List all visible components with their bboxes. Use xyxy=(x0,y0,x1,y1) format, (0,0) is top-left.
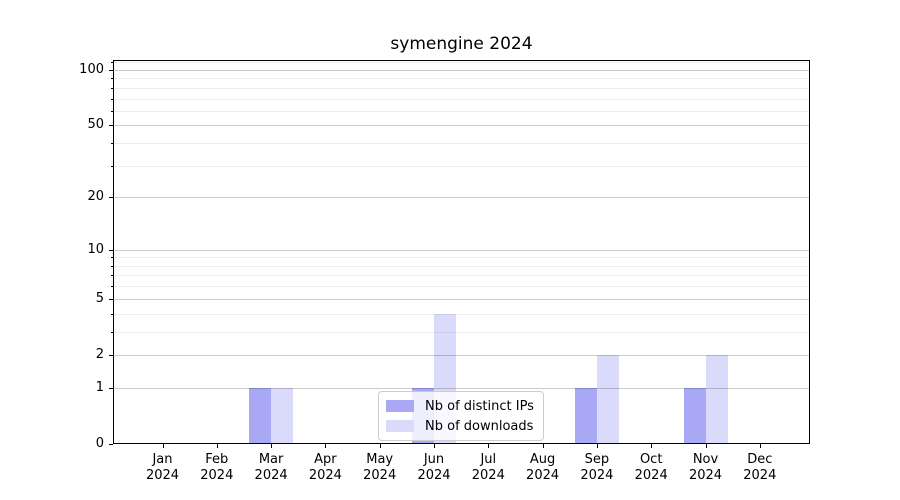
gridline-minor-80 xyxy=(113,87,810,89)
gridline-minor-4 xyxy=(113,313,810,315)
gridline-minor-6 xyxy=(113,286,810,288)
bar-distinct-ips-nov xyxy=(683,387,706,444)
x-axis-label-aug: Aug 2024 xyxy=(526,452,560,483)
x-axis-label-sep: Sep 2024 xyxy=(580,452,614,483)
x-axis-tick-feb xyxy=(216,444,218,448)
y-axis-label-5: 5 xyxy=(95,290,104,306)
gridline-minor-70 xyxy=(113,98,810,100)
x-axis-tick-jun xyxy=(434,444,435,448)
y-axis-minortick-40 xyxy=(111,143,113,145)
x-axis-label-jan: Jan 2024 xyxy=(145,452,180,483)
x-axis-tick-mar xyxy=(271,444,273,448)
bar-distinct-ips-sep xyxy=(574,387,597,444)
x-axis-label-oct: Oct 2024 xyxy=(634,452,668,483)
y-axis-minortick-9 xyxy=(111,257,113,259)
y-axis-minortick-110 xyxy=(111,62,113,64)
y-axis-minortick-7 xyxy=(111,275,113,277)
y-axis-label-0: 0 xyxy=(95,436,104,451)
legend-item-distinct-ips: Nb of distinct IPs xyxy=(386,398,534,414)
bar-distinct-ips-mar xyxy=(249,387,272,444)
gridline-major-1 xyxy=(113,387,810,389)
x-axis-tick-jul xyxy=(488,444,490,448)
y-axis-minortick-30 xyxy=(111,165,113,167)
legend: Nb of distinct IPs Nb of downloads xyxy=(378,391,544,441)
y-axis-label-10: 10 xyxy=(87,241,104,257)
x-axis-tick-dec xyxy=(759,444,761,448)
gridline-major-5 xyxy=(113,298,810,300)
bar-downloads-nov xyxy=(705,354,728,444)
y-axis-tick-50 xyxy=(109,125,113,127)
gridline-minor-60 xyxy=(113,110,810,112)
x-axis-label-nov: Nov 2024 xyxy=(688,452,723,483)
y-axis-minortick-90 xyxy=(111,78,113,80)
gridline-minor-3 xyxy=(113,331,810,333)
y-axis-tick-0 xyxy=(109,444,113,445)
x-axis-label-dec: Dec 2024 xyxy=(743,452,777,483)
gridline-minor-9 xyxy=(113,257,810,259)
y-axis-minortick-60 xyxy=(111,110,113,112)
x-axis-label-jul: Jul 2024 xyxy=(471,452,505,483)
x-axis-label-feb: Feb 2024 xyxy=(200,452,234,483)
y-axis-label-50: 50 xyxy=(87,117,104,133)
x-axis-tick-sep xyxy=(596,444,598,448)
x-axis-tick-aug xyxy=(542,444,544,448)
gridline-minor-8 xyxy=(113,265,810,267)
y-axis-label-2: 2 xyxy=(95,346,104,362)
y-axis-minortick-6 xyxy=(111,286,113,288)
gridline-major-10 xyxy=(113,249,810,251)
x-axis-tick-may xyxy=(379,444,381,448)
y-axis-tick-20 xyxy=(109,197,113,199)
gridline-minor-110 xyxy=(113,62,810,64)
y-axis-tick-1 xyxy=(109,387,113,389)
gridline-major-2 xyxy=(113,354,810,356)
x-axis-label-apr: Apr 2024 xyxy=(308,452,342,483)
x-axis-tick-jan xyxy=(162,444,164,448)
gridline-major-100 xyxy=(113,69,810,71)
x-axis-label-mar: Mar 2024 xyxy=(254,452,288,483)
legend-label-distinct-ips: Nb of distinct IPs xyxy=(425,398,534,414)
x-axis-tick-apr xyxy=(325,444,327,448)
gridline-major-20 xyxy=(113,197,810,199)
y-axis-minortick-3 xyxy=(111,331,113,333)
plot-area: Nb of distinct IPs Nb of downloads xyxy=(113,60,810,444)
y-axis-tick-10 xyxy=(109,249,113,251)
y-axis-minortick-8 xyxy=(111,265,113,267)
y-axis-minortick-4 xyxy=(111,313,113,315)
x-axis-label-may: May 2024 xyxy=(363,452,397,483)
y-axis-tick-5 xyxy=(109,298,113,300)
y-axis-label-20: 20 xyxy=(87,189,104,205)
y-axis-tick-2 xyxy=(109,354,113,356)
y-axis-minortick-80 xyxy=(111,87,113,89)
legend-item-downloads: Nb of downloads xyxy=(386,418,534,434)
legend-label-downloads: Nb of downloads xyxy=(425,418,534,434)
y-axis-tick-100 xyxy=(109,69,113,71)
gridline-minor-7 xyxy=(113,275,810,277)
gridline-minor-90 xyxy=(113,78,810,80)
x-axis-tick-oct xyxy=(651,444,653,448)
bar-downloads-sep xyxy=(596,354,619,444)
y-axis-minortick-70 xyxy=(111,98,113,100)
gridline-minor-30 xyxy=(113,165,810,167)
gridline-minor-40 xyxy=(113,143,810,145)
gridline-major-50 xyxy=(113,125,810,127)
chart-title: symengine 2024 xyxy=(390,34,533,54)
x-axis-label-jun: Jun 2024 xyxy=(417,452,451,483)
legend-swatch-downloads xyxy=(386,420,414,432)
y-axis-label-1: 1 xyxy=(95,379,104,395)
bar-downloads-mar xyxy=(271,387,294,444)
x-axis-tick-nov xyxy=(705,444,707,448)
legend-swatch-distinct-ips xyxy=(386,400,414,412)
y-axis-label-100: 100 xyxy=(79,61,104,77)
